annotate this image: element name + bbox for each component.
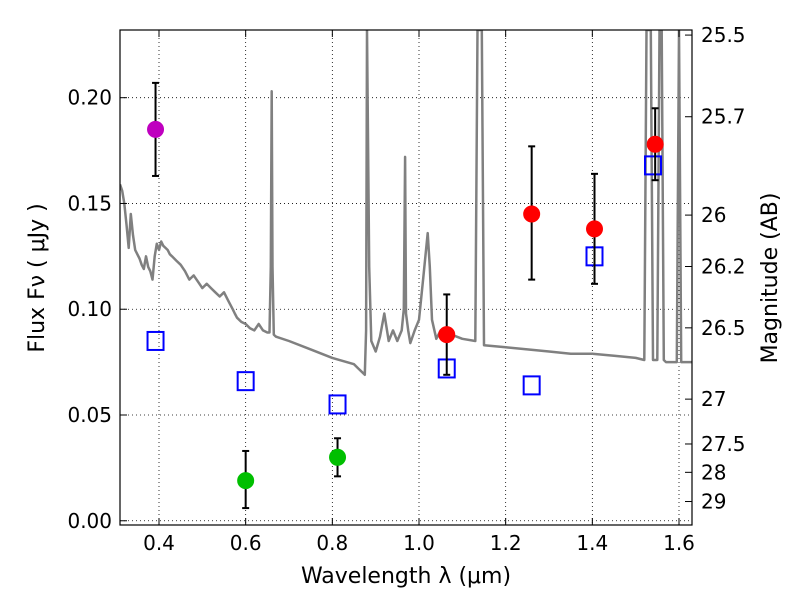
right-tick-label: 29	[701, 490, 726, 514]
y-tick-label: 0.15	[67, 191, 112, 215]
model-square-point	[236, 371, 255, 392]
x-tick-label: 1.4	[576, 531, 608, 555]
x-tick-label: 0.8	[316, 531, 348, 555]
observed-point	[329, 448, 347, 466]
observed-point	[438, 326, 456, 344]
observed-point	[586, 220, 603, 238]
x-tick-label: 1.6	[663, 531, 695, 555]
x-tick-label: 1.2	[490, 531, 522, 555]
model-square-point	[328, 394, 347, 415]
spectrum-line	[120, 30, 692, 377]
gridlines	[120, 30, 692, 525]
right-tick-label: 25.5	[701, 23, 746, 47]
plot-area	[120, 30, 692, 510]
observed-point	[646, 135, 664, 153]
y-tick-label: 0.10	[67, 297, 112, 321]
axes: 0.4 0.6 0.8 1.0 1.2 1.4 1.6 0.00 0.05 0.10 0.15 0.2…	[67, 23, 745, 555]
right-tick-label: 25.7	[701, 105, 746, 129]
model-square-point	[522, 375, 541, 396]
model-square-point	[146, 330, 165, 351]
right-tick-label: 26	[701, 203, 726, 227]
x-tick-label: 1.0	[403, 531, 435, 555]
x-tick-label: 0.4	[143, 531, 175, 555]
observed-point	[147, 120, 165, 138]
right-tick-label: 27	[701, 387, 726, 411]
right-tick-label: 27.5	[701, 432, 746, 456]
y-tick-label: 0.20	[67, 86, 112, 110]
y-tick-label: 0.05	[67, 403, 112, 427]
y-axis-label: Flux Fν ( μJy )	[25, 203, 50, 352]
right-tick-label: 28	[701, 460, 726, 484]
model-square-point	[644, 155, 662, 176]
axes-frame	[119, 29, 693, 526]
x-axis-label: Wavelength λ (μm)	[301, 564, 511, 589]
observed-point	[237, 472, 255, 490]
right-tick-label: 26.5	[701, 316, 746, 340]
right-axis-label: Magnitude (AB)	[758, 193, 783, 364]
y-tick-label: 0.00	[67, 509, 112, 533]
x-tick-label: 0.6	[230, 531, 262, 555]
right-tick-label: 26.2	[701, 255, 746, 279]
observed-point	[523, 205, 541, 223]
